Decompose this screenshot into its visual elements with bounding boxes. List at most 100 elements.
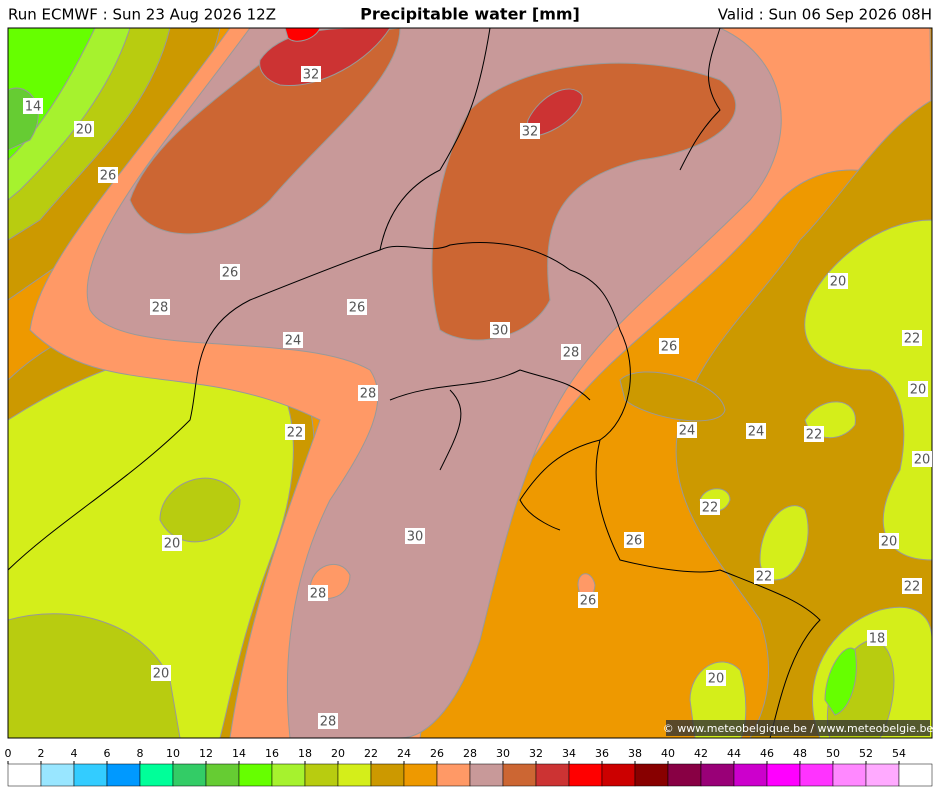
contour-label-bg xyxy=(754,568,774,584)
legend-swatch xyxy=(469,763,504,787)
contour-label: 26 xyxy=(580,594,597,609)
legend-swatch xyxy=(337,763,372,787)
contour-label-bg xyxy=(151,665,171,681)
legend-tick-label: 30 xyxy=(496,747,510,760)
legend-swatch xyxy=(601,763,636,787)
legend-tick-label: 24 xyxy=(397,747,411,760)
contour-label: 28 xyxy=(310,587,327,602)
contour-label-bg xyxy=(706,670,726,686)
contour-label: 20 xyxy=(830,275,847,290)
legend-tick-label: 44 xyxy=(727,747,741,760)
legend-tick-label: 20 xyxy=(331,747,345,760)
contour-label: 22 xyxy=(904,332,921,347)
legend-tick-label: 52 xyxy=(859,747,873,760)
contour-label: 24 xyxy=(679,424,696,439)
legend-tick-label: 26 xyxy=(430,747,444,760)
contour-label: 26 xyxy=(349,301,366,316)
contour-label-bg xyxy=(162,535,182,551)
legend-swatch xyxy=(40,763,75,787)
contour-label-bg xyxy=(405,528,425,544)
legend-tick-label: 16 xyxy=(265,747,279,760)
contour-label-bg xyxy=(347,299,367,315)
contour-label-bg xyxy=(828,273,848,289)
legend-swatch xyxy=(634,763,669,787)
contour-label: 28 xyxy=(320,715,337,730)
legend-tick-label: 50 xyxy=(826,747,840,760)
contour-label: 32 xyxy=(522,125,539,140)
legend-tick-label: 18 xyxy=(298,747,312,760)
contour-label: 22 xyxy=(702,501,719,516)
legend-swatch xyxy=(370,763,405,787)
contour-label-bg xyxy=(150,299,170,315)
contour-label: 32 xyxy=(303,68,320,83)
legend-tick-label: 40 xyxy=(661,747,675,760)
contour-label: 20 xyxy=(914,453,931,468)
contour-label: 30 xyxy=(407,530,424,545)
contour-label: 28 xyxy=(563,346,580,361)
legend-tick-label: 28 xyxy=(463,747,477,760)
contour-label-bg xyxy=(358,385,378,401)
legend-tick-label: 22 xyxy=(364,747,378,760)
legend-swatch xyxy=(799,763,834,787)
legend-swatch xyxy=(106,763,141,787)
contour-label: 26 xyxy=(626,534,643,549)
legend-swatch xyxy=(568,763,603,787)
legend-swatch xyxy=(766,763,801,787)
contour-label: 26 xyxy=(222,266,239,281)
legend-swatch xyxy=(403,763,438,787)
contour-label-bg xyxy=(879,533,899,549)
legend-swatch xyxy=(667,763,702,787)
contour-label: 28 xyxy=(152,301,169,316)
legend-tick-label: 14 xyxy=(232,747,246,760)
contour-label: 22 xyxy=(756,570,773,585)
contour-label: 14 xyxy=(25,100,42,115)
legend-tick-label: 46 xyxy=(760,747,774,760)
contour-label-bg xyxy=(902,330,922,346)
legend-tick-label: 54 xyxy=(892,747,906,760)
copyright-bg xyxy=(666,720,930,736)
contour-label-bg xyxy=(318,713,338,729)
legend-tick-label: 2 xyxy=(38,747,45,760)
legend-swatch xyxy=(205,763,240,787)
contour-label-bg xyxy=(746,423,766,439)
legend-tick-label: 12 xyxy=(199,747,213,760)
contour-label: 22 xyxy=(806,428,823,443)
contour-label-bg xyxy=(804,426,824,442)
contour-label-bg xyxy=(659,338,679,354)
legend-swatch xyxy=(7,763,42,787)
legend-swatch xyxy=(271,763,306,787)
contour-label-bg xyxy=(677,422,697,438)
legend-tick-label: 0 xyxy=(5,747,12,760)
contour-label: 20 xyxy=(76,123,93,138)
contour-label: 20 xyxy=(708,672,725,687)
map-frame xyxy=(7,27,933,739)
legend-swatch xyxy=(436,763,471,787)
contour-label: 22 xyxy=(904,580,921,595)
legend-tick-label: 6 xyxy=(104,747,111,760)
contour-label: 24 xyxy=(285,334,302,349)
contour-label-bg xyxy=(912,451,932,467)
legend-tick-label: 10 xyxy=(166,747,180,760)
contour-label-bg xyxy=(23,98,43,114)
contour-label: 26 xyxy=(100,169,117,184)
contour-label-bg xyxy=(98,167,118,183)
contour-label-bg xyxy=(578,592,598,608)
legend-tick-label: 32 xyxy=(529,747,543,760)
contour-label-bg xyxy=(283,332,303,348)
legend-swatch xyxy=(898,763,933,787)
map xyxy=(8,28,932,738)
contour-label: 30 xyxy=(492,324,509,339)
contour-label-bg xyxy=(285,424,305,440)
valid-info: Valid : Sun 06 Sep 2026 08H xyxy=(718,6,932,24)
legend-tick-label: 48 xyxy=(793,747,807,760)
contour-label: 20 xyxy=(881,535,898,550)
legend-swatch xyxy=(73,763,108,787)
contour-label-bg xyxy=(301,66,321,82)
legend-tick-label: 4 xyxy=(71,747,78,760)
contour-label: 24 xyxy=(748,425,765,440)
contour-label-bg xyxy=(220,264,240,280)
contour-label: 20 xyxy=(164,537,181,552)
legend-swatch xyxy=(172,763,207,787)
legend-swatch xyxy=(700,763,735,787)
